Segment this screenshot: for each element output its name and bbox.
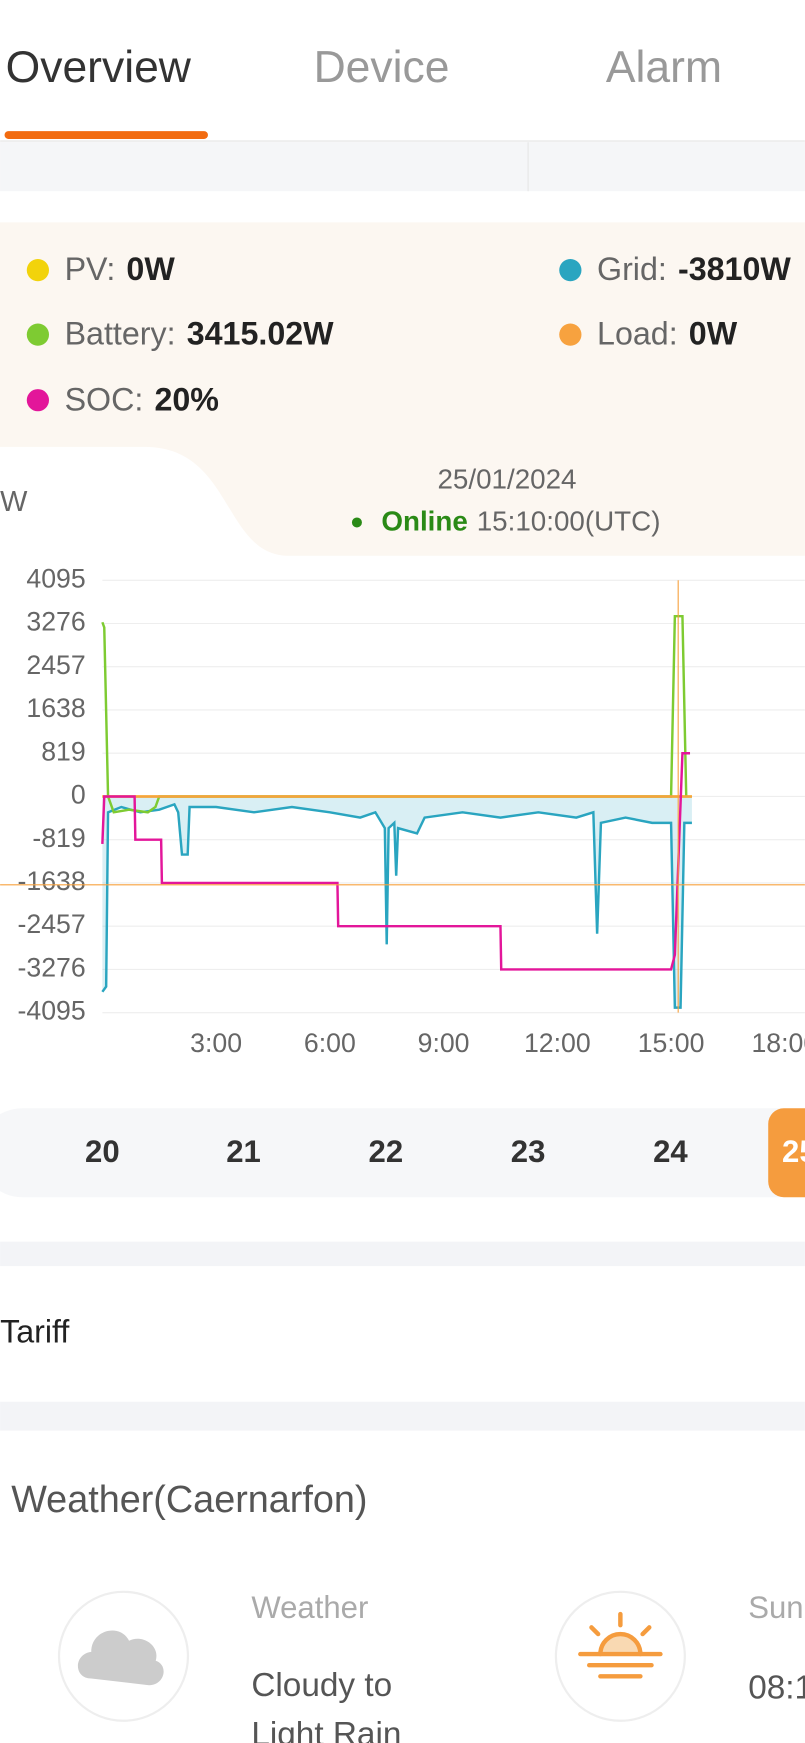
y-tick-label: -4095	[18, 996, 86, 1026]
series-line	[101, 752, 691, 971]
time: 15:10:00(UTC)	[477, 506, 661, 537]
legend-dot	[26, 323, 50, 346]
y-tick-label: 0	[71, 780, 86, 810]
separator	[0, 1401, 805, 1431]
day[interactable]: 23	[511, 1134, 546, 1169]
legend-value: 3415.02W	[187, 315, 334, 351]
x-tick-label: 18:00	[751, 1028, 805, 1058]
tooltip-bg	[0, 222, 805, 556]
cloud-icon	[77, 1630, 164, 1686]
day[interactable]: 24	[653, 1134, 688, 1169]
legend-item: PV: 0W	[65, 251, 176, 287]
legend-value: 20%	[154, 381, 219, 417]
separator	[0, 1241, 805, 1267]
legend-item: Battery: 3415.02W	[65, 315, 335, 351]
series-line	[101, 614, 688, 814]
y-tick-label: 819	[41, 736, 85, 766]
weather-title: Weather(Caernarfon)	[11, 1479, 367, 1521]
legend: PV: 0W Grid: -3810W Battery: 3415.02W Load: 0W S…	[26, 251, 791, 417]
unit: W	[0, 486, 28, 518]
tab[interactable]: Device	[314, 43, 450, 92]
x-tick-label: 9:00	[418, 1028, 470, 1058]
chart: 4095 3276 2457 1638 819 0 -819 -1638 -2457 -3276 -…	[18, 563, 805, 1058]
status: Online	[381, 506, 467, 537]
legend-label: PV:	[65, 251, 116, 287]
legend-dot	[26, 259, 50, 282]
legend-value: -3810W	[678, 251, 791, 287]
series-line	[101, 802, 692, 1009]
y-tick-label: -1638	[18, 866, 86, 896]
legend-dot	[559, 259, 582, 282]
x-tick-label: 15:00	[638, 1028, 705, 1058]
y-tick-label: 3276	[26, 607, 85, 637]
day[interactable]: 22	[369, 1134, 404, 1169]
x-tick-label: 6:00	[304, 1028, 356, 1058]
day-bar	[0, 1108, 805, 1198]
tariff[interactable]: Tariff	[0, 1313, 69, 1349]
sun-label: Sun	[748, 1590, 803, 1625]
legend-item: Grid: -3810W	[597, 251, 791, 287]
legend-value: 0W	[689, 315, 738, 351]
tooltip-date: 25/01/2024	[437, 464, 576, 495]
legend-value: 0W	[126, 251, 175, 287]
day[interactable]: 20	[85, 1134, 120, 1169]
legend-label: Load:	[597, 315, 678, 351]
day[interactable]: 25	[782, 1134, 805, 1169]
strip	[0, 142, 805, 192]
legend-label: Battery:	[65, 315, 176, 351]
sun-icon	[578, 1611, 663, 1679]
legend-item: Load: 0W	[597, 315, 738, 351]
sun-value: 08:1	[748, 1669, 805, 1706]
tab[interactable]: Alarm	[606, 43, 722, 92]
legend-dot	[26, 389, 50, 412]
weather-label: Weather	[251, 1590, 368, 1625]
y-tick-label: 1638	[26, 693, 85, 723]
status-line: Online 15:10:00(UTC)	[381, 506, 660, 537]
status-dot	[351, 517, 362, 528]
legend-item: SOC: 20%	[65, 381, 219, 417]
x-tick-label: 3:00	[190, 1028, 242, 1058]
y-tick-label: 4095	[26, 563, 85, 593]
legend-dot	[559, 323, 582, 346]
tab-active[interactable]: Overview	[6, 43, 192, 92]
weather-text: Light Rain	[251, 1716, 401, 1743]
day-selected	[768, 1108, 805, 1198]
legend-label: Grid:	[597, 251, 667, 287]
x-tick-label: 12:00	[524, 1028, 591, 1058]
y-tick-label: -819	[32, 823, 85, 853]
y-tick-label: -3276	[18, 952, 86, 982]
legend-label: SOC:	[65, 381, 144, 417]
day[interactable]: 21	[226, 1134, 261, 1169]
y-tick-label: -2457	[18, 909, 86, 939]
y-tick-label: 2457	[26, 650, 85, 680]
day-selector: 20 21 22 23 24 25	[85, 1108, 805, 1198]
tab-indicator	[4, 131, 208, 139]
weather-text: Cloudy to	[251, 1667, 392, 1704]
